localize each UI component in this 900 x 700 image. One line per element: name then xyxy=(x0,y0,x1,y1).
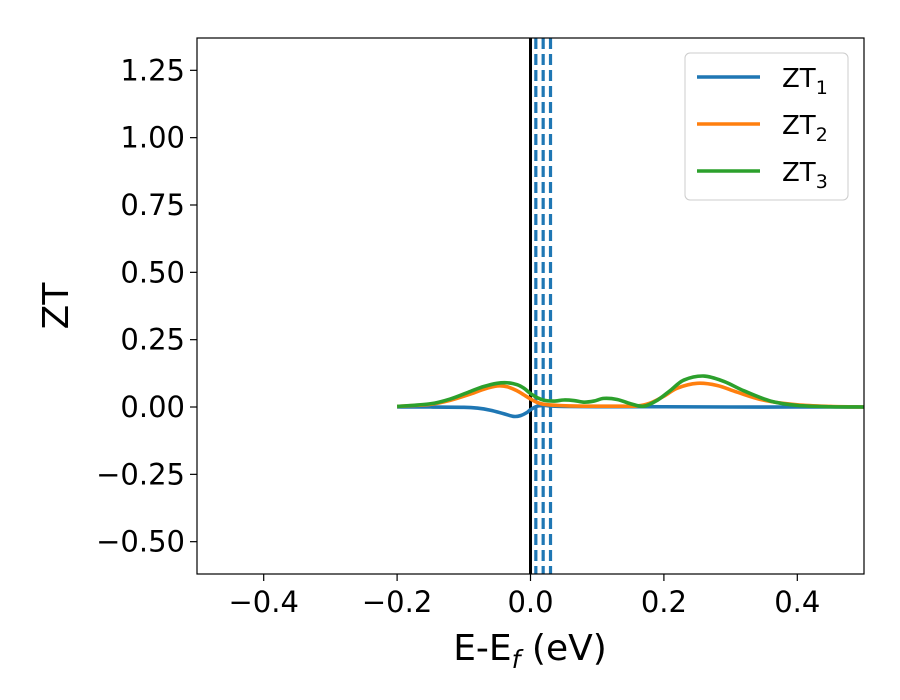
y-tick-label: 1.00 xyxy=(120,121,185,155)
series-line-zt3 xyxy=(396,374,864,409)
x-tick-label: −0.4 xyxy=(228,585,298,619)
y-tick-label: −0.25 xyxy=(96,457,185,491)
x-tick-label: 0.2 xyxy=(641,585,687,619)
x-axis-ticks: −0.4 −0.2 0.0 0.2 0.4 xyxy=(228,574,820,619)
x-axis-label: E-Ef (eV) xyxy=(453,628,607,674)
y-tick-label: 0.75 xyxy=(120,188,185,222)
legend-box xyxy=(684,52,849,201)
y-tick-label: 0.00 xyxy=(120,390,185,424)
x-axis-label-unit: (eV) xyxy=(520,628,606,669)
legend-label-zt3: ZT3 xyxy=(782,158,828,193)
x-tick-label: −0.2 xyxy=(362,585,432,619)
y-axis-label: ZT xyxy=(36,282,77,330)
series-line-zt1 xyxy=(397,403,864,419)
legend: ZT1 ZT2 ZT3 xyxy=(684,52,849,201)
y-tick-label: 1.25 xyxy=(120,53,185,87)
series-layer xyxy=(396,374,864,419)
y-tick-label: 0.50 xyxy=(120,255,185,289)
y-tick-label: 0.25 xyxy=(120,323,185,357)
y-axis-ticks: −0.50 −0.25 0.00 0.25 0.50 0.75 1.00 1.25 xyxy=(96,53,197,559)
legend-label-zt1: ZT1 xyxy=(782,64,828,99)
legend-label-zt2: ZT2 xyxy=(782,111,828,146)
vertical-lines xyxy=(529,38,553,574)
x-tick-label: 0.0 xyxy=(507,585,553,619)
x-tick-label: 0.4 xyxy=(774,585,820,619)
y-tick-label: −0.50 xyxy=(96,525,185,559)
series-line-zt2 xyxy=(396,381,864,409)
